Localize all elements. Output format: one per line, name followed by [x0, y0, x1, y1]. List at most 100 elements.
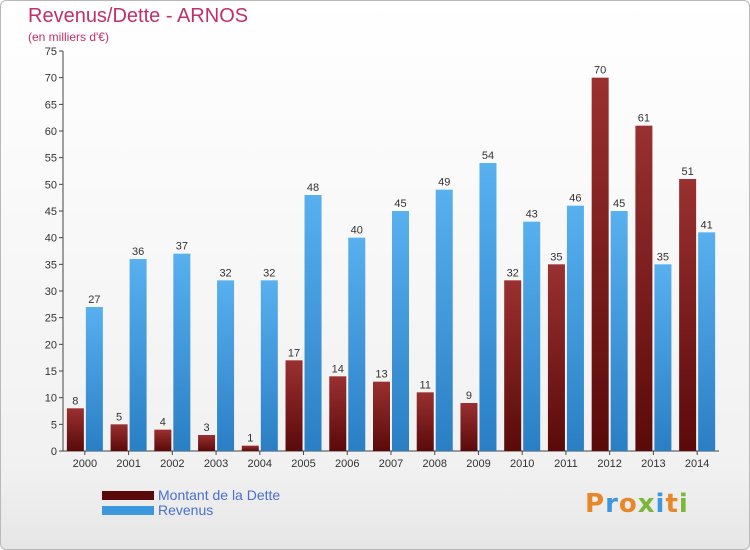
- bar-revenus: [698, 232, 716, 451]
- data-label: 1: [247, 433, 253, 445]
- legend-swatch-dette: [102, 490, 154, 500]
- data-label: 49: [438, 177, 450, 189]
- x-tick-label: 2005: [291, 458, 315, 470]
- bar-dette: [285, 360, 303, 451]
- legend-label-dette: Montant de la Dette: [158, 487, 281, 503]
- bar-revenus: [435, 189, 453, 451]
- data-label: 45: [394, 198, 406, 210]
- bar-dette: [110, 424, 128, 451]
- bar-revenus: [523, 221, 541, 451]
- data-label: 48: [307, 182, 319, 194]
- bar-dette: [416, 392, 434, 451]
- bar-revenus: [566, 205, 584, 451]
- data-label: 35: [657, 251, 669, 263]
- data-label: 32: [219, 267, 231, 279]
- y-tick-label: 25: [45, 313, 57, 325]
- data-label: 27: [88, 294, 100, 306]
- data-label: 54: [482, 150, 494, 162]
- data-label: 70: [594, 65, 606, 77]
- y-tick-label: 45: [45, 206, 57, 218]
- x-tick-label: 2004: [248, 458, 272, 470]
- legend-swatch-revenus: [102, 505, 154, 515]
- proxiti-logo: Proxiti: [585, 489, 689, 519]
- data-label: 17: [288, 347, 300, 359]
- y-tick-label: 0: [51, 446, 57, 458]
- data-label: 13: [375, 369, 387, 381]
- bar-revenus: [304, 195, 322, 451]
- logo-letter: x: [637, 489, 656, 519]
- bar-revenus: [85, 307, 103, 451]
- bar-revenus: [173, 253, 191, 451]
- logo-letter: r: [605, 489, 619, 519]
- bar-dette: [66, 408, 84, 451]
- bar-revenus: [217, 280, 235, 451]
- data-label: 36: [132, 246, 144, 258]
- data-label: 37: [176, 241, 188, 253]
- data-label: 3: [204, 422, 210, 434]
- data-label: 32: [507, 267, 519, 279]
- data-label: 4: [160, 417, 166, 429]
- y-tick-label: 70: [45, 73, 57, 85]
- x-tick-label: 2007: [379, 458, 403, 470]
- data-label: 45: [613, 198, 625, 210]
- data-label: 14: [332, 363, 344, 375]
- x-tick-label: 2010: [510, 458, 534, 470]
- y-tick-label: 75: [45, 46, 57, 58]
- bar-dette: [198, 435, 216, 451]
- y-tick-label: 60: [45, 126, 57, 138]
- x-tick-label: 2000: [73, 458, 97, 470]
- data-label: 40: [351, 225, 363, 237]
- data-label: 32: [263, 267, 275, 279]
- bar-dette: [460, 403, 478, 451]
- bar-dette: [241, 445, 259, 451]
- data-label: 43: [526, 209, 538, 221]
- y-tick-label: 40: [45, 233, 57, 245]
- data-label: 61: [638, 113, 650, 125]
- bar-dette: [373, 381, 390, 451]
- y-tick-label: 15: [45, 366, 57, 378]
- logo-letter: P: [585, 489, 606, 519]
- y-tick-label: 50: [45, 179, 57, 191]
- bar-revenus: [479, 163, 497, 451]
- bar-dette: [504, 280, 522, 451]
- x-tick-label: 2009: [466, 458, 490, 470]
- bar-revenus: [129, 259, 147, 451]
- logo-letter: i: [678, 489, 689, 519]
- logo-letter: i: [655, 489, 666, 519]
- bar-dette: [154, 429, 172, 451]
- y-tick-label: 20: [45, 339, 57, 351]
- data-label: 11: [420, 379, 431, 391]
- bar-revenus: [654, 264, 672, 451]
- legend-label-revenus: Revenus: [158, 502, 214, 518]
- x-tick-label: 2014: [685, 458, 709, 470]
- legend-item-revenus: Revenus: [102, 502, 213, 518]
- bar-dette: [547, 264, 565, 451]
- bar-revenus: [610, 211, 628, 451]
- y-tick-label: 35: [45, 259, 57, 271]
- x-tick-label: 2011: [554, 458, 578, 470]
- x-tick-label: 2006: [335, 458, 359, 470]
- bar-dette: [591, 77, 609, 452]
- y-tick-label: 30: [45, 286, 57, 298]
- y-tick-label: 10: [45, 393, 57, 405]
- data-label: 46: [569, 193, 581, 205]
- y-tick-label: 55: [45, 153, 57, 165]
- data-label: 35: [550, 251, 562, 263]
- bar-dette: [679, 179, 697, 451]
- x-tick-label: 2002: [160, 458, 184, 470]
- x-tick-label: 2012: [597, 458, 621, 470]
- bar-revenus: [260, 280, 278, 451]
- y-tick-label: 5: [51, 419, 57, 431]
- data-label: 8: [72, 395, 78, 407]
- data-label: 5: [116, 411, 122, 423]
- x-tick-label: 2001: [116, 458, 140, 470]
- chart-subtitle: (en milliers d'€): [28, 30, 109, 44]
- bar-revenus: [392, 211, 409, 451]
- x-tick-label: 2003: [204, 458, 228, 470]
- data-label: 9: [466, 390, 472, 402]
- data-label: 51: [682, 166, 694, 178]
- bar-revenus: [348, 237, 366, 451]
- x-tick-label: 2008: [422, 458, 446, 470]
